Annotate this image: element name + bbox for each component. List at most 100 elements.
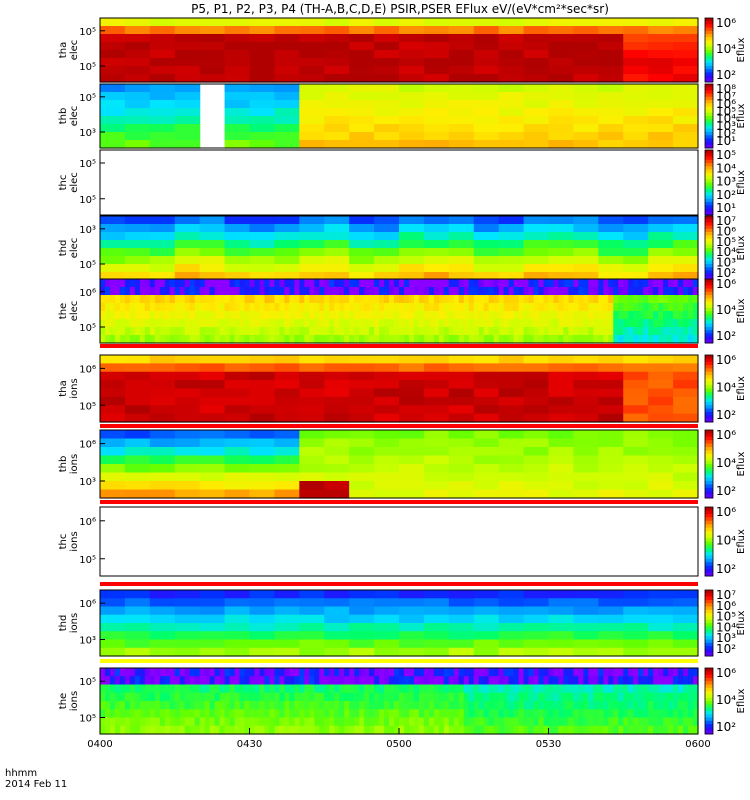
spectrogram-cell (399, 447, 425, 457)
spectrogram-cell (374, 34, 400, 43)
spectrogram-cell (100, 92, 126, 101)
spectrogram-cell (124, 224, 151, 233)
spectrogram-cell (528, 684, 535, 694)
spectrogram-cell (693, 279, 699, 288)
spectrogram-cell (668, 709, 674, 719)
spectrogram-cell (408, 709, 415, 719)
colorbar-segment (705, 697, 713, 702)
spectrogram-cell (558, 311, 565, 320)
spectrogram-cell (418, 335, 425, 344)
spectrogram-cell (124, 74, 151, 83)
spectrogram-cell (399, 380, 425, 390)
spectrogram-cell (134, 295, 141, 304)
spectrogram-cell (199, 606, 226, 616)
spectrogram-cell (149, 489, 176, 499)
spectrogram-cell (598, 256, 624, 265)
spectrogram-cell (174, 430, 201, 440)
spectrogram-cell (394, 709, 400, 719)
spectrogram-cell (403, 692, 410, 702)
spectrogram-cell (199, 248, 226, 257)
spectrogram-cell (438, 335, 445, 344)
spectrogram-cell (100, 725, 106, 735)
spectrogram-cell (463, 335, 470, 344)
spectrogram-cell (139, 319, 146, 328)
spectrogram-cell (468, 676, 475, 686)
spectrogram-cell (349, 489, 375, 499)
spectrogram-cell (488, 701, 495, 710)
spectrogram-cell (528, 303, 535, 312)
spectrogram-cell (229, 295, 236, 304)
spectrogram-cell (264, 279, 271, 288)
spectrogram-cell (224, 614, 251, 624)
spectrogram-cell (389, 295, 395, 304)
spectrogram-cell (179, 279, 186, 288)
spectrogram-cell (124, 124, 151, 133)
spectrogram-cell (199, 709, 206, 719)
spectrogram-cell (174, 388, 201, 398)
spectrogram-cell (593, 684, 599, 694)
spectrogram-cell (284, 303, 290, 312)
spectrogram-cell (648, 405, 674, 415)
spectrogram-cell (693, 287, 699, 296)
spectrogram-cell (244, 335, 251, 344)
spectrogram-cell (448, 74, 475, 83)
spectrogram-cell (149, 224, 176, 233)
colorbar-segment (705, 43, 713, 48)
spectrogram-cell (224, 447, 251, 457)
spectrogram-cell (154, 701, 161, 710)
spectrogram-cell (129, 676, 136, 686)
spectrogram-cell (144, 668, 151, 677)
spectrogram-cell (299, 481, 325, 491)
spectrogram-cell (528, 335, 535, 344)
spectrogram-cell (613, 717, 619, 727)
spectrogram-cell (628, 692, 634, 702)
colorbar-segment (705, 527, 713, 532)
spectrogram-cell (523, 430, 550, 440)
spectrogram-cell (149, 295, 156, 304)
spectrogram-cell (284, 709, 290, 719)
spectrogram-cell (164, 701, 171, 710)
spectrogram-cell (159, 335, 166, 344)
spectrogram-cell (174, 232, 201, 241)
spectrogram-cell (573, 327, 579, 336)
spectrogram-cell (104, 311, 111, 320)
separator-band (100, 344, 698, 348)
spectrogram-cell (688, 279, 694, 288)
spectrogram-cell (124, 327, 131, 336)
spectrogram-cell (224, 327, 231, 336)
spectrogram-cell (324, 100, 350, 109)
spectrogram-cell (558, 303, 565, 312)
spectrogram-cell (359, 311, 365, 320)
spectrogram-cell (448, 272, 475, 281)
spectrogram-cell (653, 295, 659, 304)
spectrogram-cell (498, 84, 525, 93)
spectrogram-cell (463, 684, 470, 694)
spectrogram-cell (299, 472, 325, 482)
colorbar-segment (705, 159, 713, 164)
spectrogram-cell (134, 319, 141, 328)
spectrogram-cell (533, 676, 540, 686)
spectrogram-cell (478, 327, 485, 336)
spectrogram-cell (548, 590, 575, 599)
spectrogram-cell (653, 725, 659, 735)
spectrogram-cell (329, 676, 335, 686)
colorbar-segment (705, 257, 713, 262)
spectrogram-cell (399, 256, 425, 265)
spectrogram-cell (668, 295, 674, 304)
spectrogram-cell (124, 311, 131, 320)
spectrogram-cell (324, 264, 350, 273)
spectrogram-cell (628, 295, 634, 304)
spectrogram-cell (473, 319, 480, 328)
spectrogram-cell (254, 335, 261, 344)
spectrogram-cell (100, 464, 126, 474)
spectrogram-cell (299, 18, 325, 27)
spectrogram-cell (443, 676, 450, 686)
spectrogram-cell (533, 303, 540, 312)
spectrogram-cell (683, 709, 689, 719)
spectrogram-cell (473, 684, 480, 694)
spectrogram-cell (164, 684, 171, 694)
spectrogram-cell (299, 438, 325, 448)
spectrogram-cell (513, 684, 520, 694)
spectrogram-cell (648, 455, 674, 465)
